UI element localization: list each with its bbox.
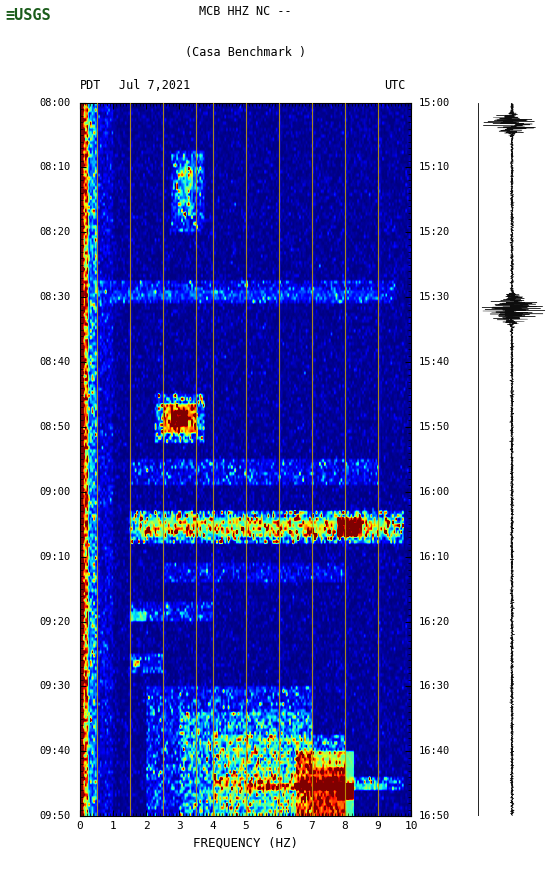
Text: 15:40: 15:40: [419, 357, 450, 368]
Text: 16:50: 16:50: [419, 811, 450, 822]
Text: 09:00: 09:00: [39, 487, 71, 497]
Text: 09:10: 09:10: [39, 551, 71, 562]
Text: MCB HHZ NC --: MCB HHZ NC --: [199, 5, 292, 18]
Text: 15:20: 15:20: [419, 227, 450, 237]
Text: 08:00: 08:00: [39, 97, 71, 108]
Text: 15:10: 15:10: [419, 162, 450, 172]
Text: UTC: UTC: [384, 79, 406, 93]
X-axis label: FREQUENCY (HZ): FREQUENCY (HZ): [193, 837, 298, 849]
Text: 16:10: 16:10: [419, 551, 450, 562]
Text: 16:00: 16:00: [419, 487, 450, 497]
Text: PDT: PDT: [80, 79, 102, 93]
Text: 08:30: 08:30: [39, 293, 71, 302]
Text: 09:20: 09:20: [39, 616, 71, 626]
Text: 08:20: 08:20: [39, 227, 71, 237]
Text: 16:30: 16:30: [419, 681, 450, 691]
Text: 16:20: 16:20: [419, 616, 450, 626]
Text: ≡USGS: ≡USGS: [6, 8, 51, 23]
Text: 15:00: 15:00: [419, 97, 450, 108]
Text: Jul 7,2021: Jul 7,2021: [119, 79, 190, 93]
Text: 16:40: 16:40: [419, 747, 450, 756]
Text: 08:40: 08:40: [39, 357, 71, 368]
Text: 09:30: 09:30: [39, 681, 71, 691]
Text: 08:10: 08:10: [39, 162, 71, 172]
Text: 09:40: 09:40: [39, 747, 71, 756]
Text: 15:50: 15:50: [419, 422, 450, 432]
Text: 08:50: 08:50: [39, 422, 71, 432]
Text: 15:30: 15:30: [419, 293, 450, 302]
Text: 09:50: 09:50: [39, 811, 71, 822]
Text: (Casa Benchmark ): (Casa Benchmark ): [185, 46, 306, 59]
